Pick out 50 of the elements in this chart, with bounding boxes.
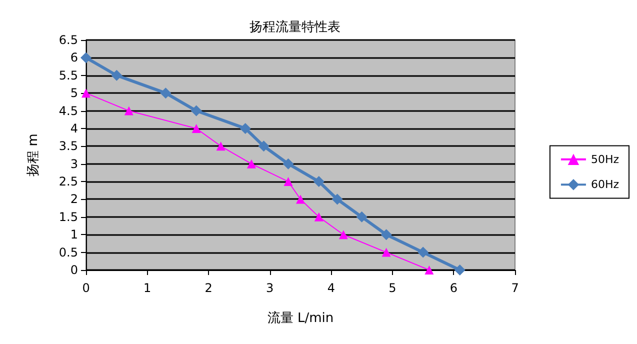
- y-tick-label: 1: [70, 228, 78, 242]
- x-axis-title: 流量 L/min: [267, 310, 334, 326]
- point: [80, 52, 92, 64]
- point: [313, 176, 324, 188]
- y-tick-label: 5.5: [58, 68, 78, 82]
- point: [382, 248, 391, 257]
- point: [296, 194, 305, 204]
- x-tick-label: 7: [511, 281, 519, 295]
- x-tick-label: 4: [327, 281, 335, 295]
- y-tick-label: 2.5: [58, 174, 78, 189]
- y-axis-title: 扬程 m: [26, 134, 41, 176]
- point: [356, 211, 368, 222]
- point: [216, 142, 226, 151]
- point: [282, 158, 294, 170]
- point: [284, 177, 293, 186]
- point: [418, 246, 429, 258]
- y-tick-label: 1.5: [58, 210, 78, 224]
- chart-title: 扬程流量特性表: [250, 19, 340, 35]
- point: [380, 229, 392, 240]
- legend-label: 60Hz: [590, 178, 620, 192]
- y-tick-label: 6.5: [58, 33, 78, 47]
- point: [192, 124, 201, 133]
- x-tick-label: 6: [450, 281, 458, 295]
- y-tick-label: 2: [70, 192, 78, 206]
- x-tick-label: 2: [204, 281, 212, 295]
- y-tick-label: 4: [70, 121, 78, 136]
- point: [258, 140, 270, 152]
- x-tick-label: 0: [82, 281, 90, 295]
- point: [124, 106, 134, 116]
- x-tick-label: 5: [388, 281, 396, 295]
- point: [111, 70, 122, 81]
- x-tick-label: 3: [266, 281, 274, 295]
- point: [246, 159, 256, 168]
- point: [240, 122, 251, 134]
- legend-label: 50Hz: [590, 152, 620, 166]
- y-tick-label: 4.5: [58, 104, 78, 118]
- point: [314, 212, 324, 222]
- point: [424, 266, 434, 274]
- y-tick-label: 6: [70, 50, 78, 65]
- point: [332, 194, 343, 205]
- y-tick-label: 0: [70, 263, 78, 277]
- point: [454, 264, 466, 276]
- x-tick-label: 1: [143, 281, 152, 295]
- y-tick-label: 3: [70, 156, 78, 171]
- y-tick-label: 3.5: [58, 139, 78, 154]
- point: [190, 105, 202, 116]
- y-tick-label: 5: [70, 86, 78, 100]
- y-tick-label: 0.5: [58, 245, 78, 260]
- point: [160, 88, 172, 99]
- point: [338, 230, 348, 240]
